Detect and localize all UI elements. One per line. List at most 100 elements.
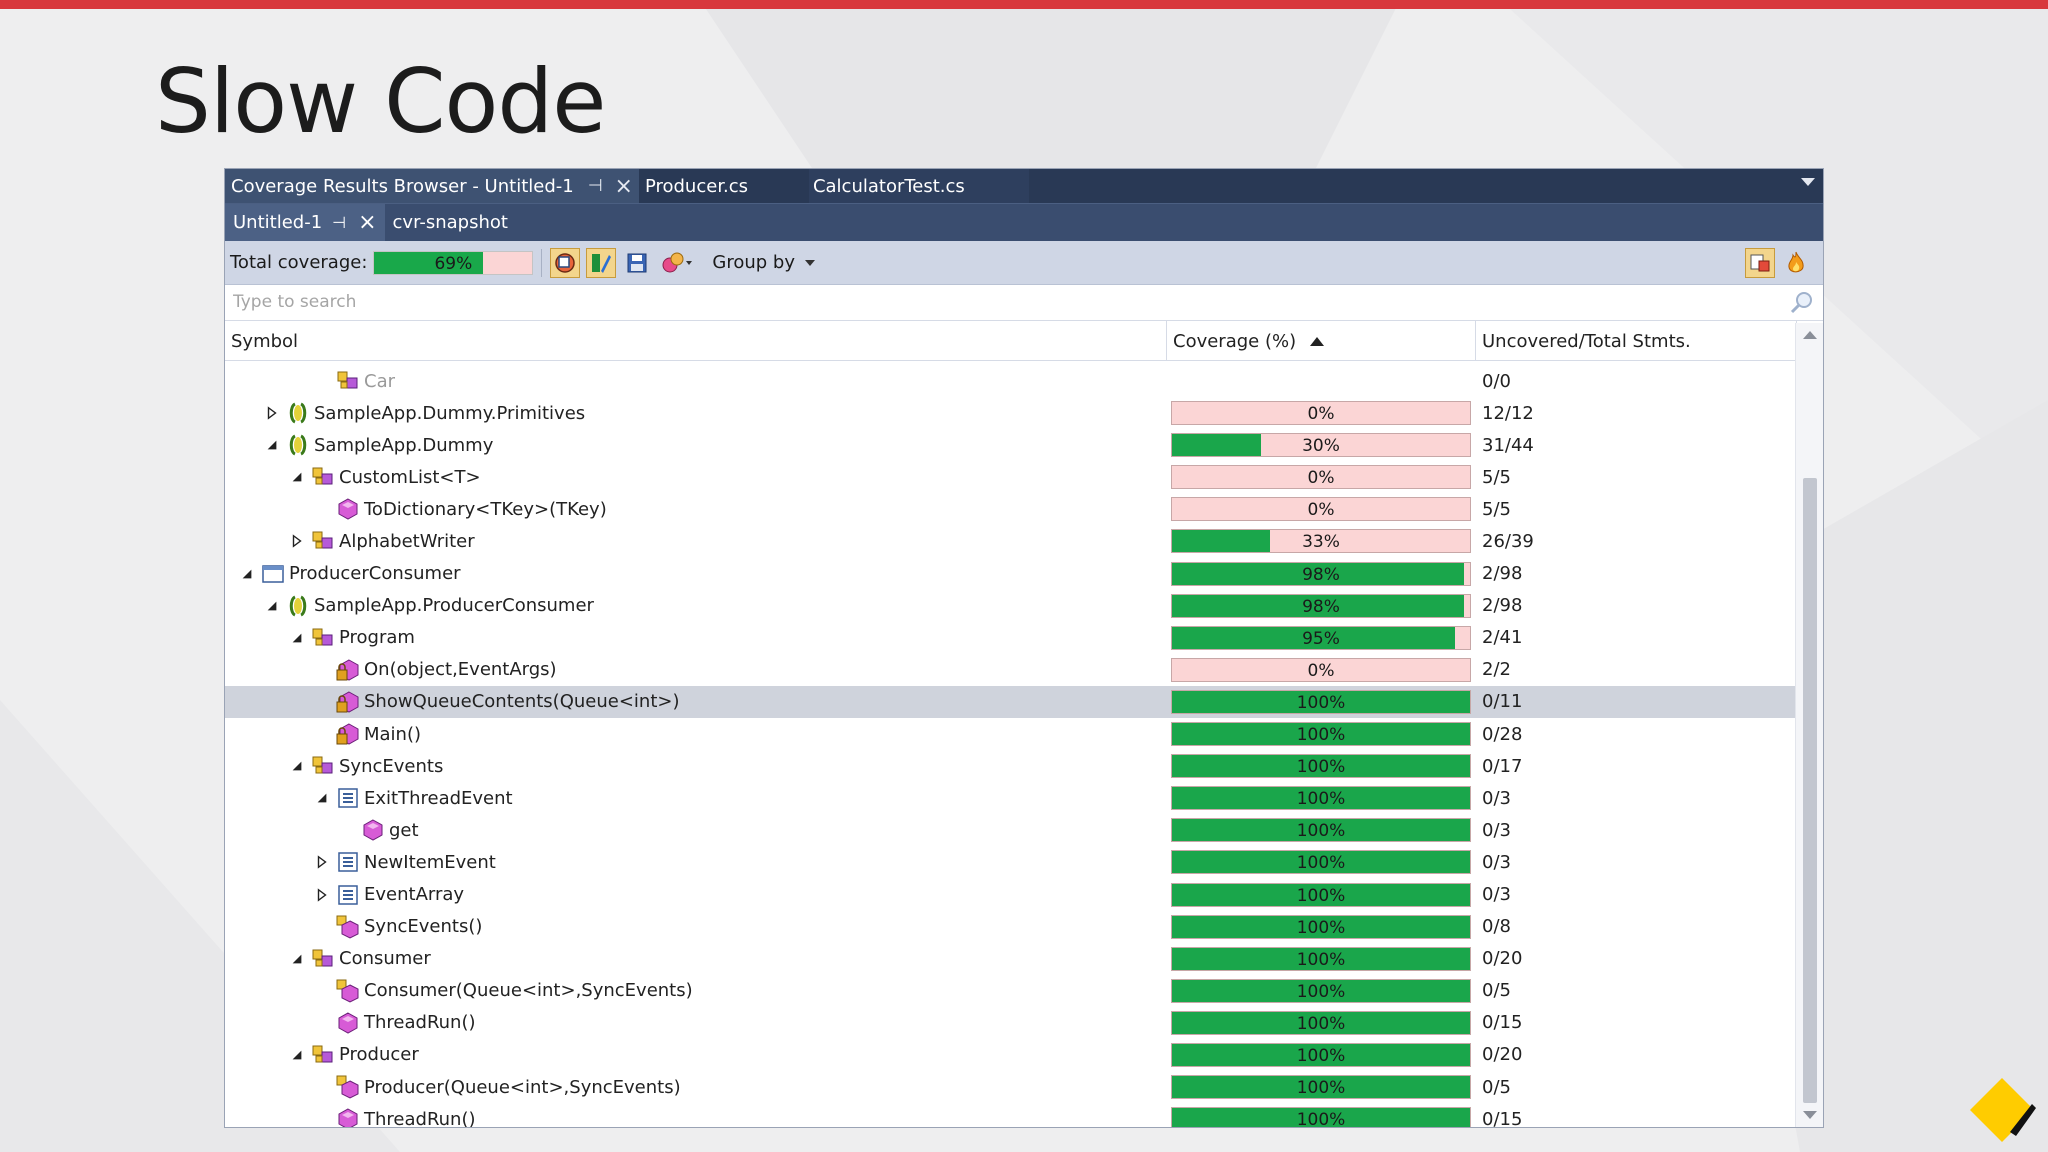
accent-bar <box>0 0 2048 9</box>
expand-arrow-icon[interactable] <box>314 854 330 870</box>
coverage-fill <box>1172 883 1470 906</box>
tab-cvr-snapshot[interactable]: cvr-snapshot <box>385 204 516 241</box>
column-header-symbol[interactable]: Symbol <box>225 321 1167 361</box>
collapse-arrow-icon[interactable] <box>289 951 305 967</box>
tree-row[interactable]: get 100% 0/3 <box>225 814 1797 846</box>
tree-row[interactable]: Consumer 100% 0/20 <box>225 943 1797 975</box>
coverage-fill <box>1172 1011 1470 1034</box>
scroll-down-icon[interactable] <box>1803 1111 1817 1119</box>
collapse-arrow-icon[interactable] <box>264 598 280 614</box>
show-covering-tests-button[interactable] <box>1745 247 1775 278</box>
tab-calculatortest-cs[interactable]: CalculatorTest.cs <box>808 169 1029 203</box>
tree-row[interactable]: EventArray 100% 0/3 <box>225 879 1797 911</box>
collapse-arrow-icon[interactable] <box>289 758 305 774</box>
tree-row[interactable]: SampleApp.Dummy 30% 31/44 <box>225 429 1797 461</box>
collapse-arrow-icon[interactable] <box>289 469 305 485</box>
tree-row[interactable]: Main() 100% 0/28 <box>225 718 1797 750</box>
coverage-pct: 100% <box>1296 981 1346 1002</box>
method-icon <box>336 1107 360 1127</box>
save-button[interactable] <box>622 248 652 278</box>
symbol-name: get <box>389 819 419 841</box>
coverage-bar: 98% <box>1171 561 1471 586</box>
coverage-bar: 100% <box>1171 1010 1471 1035</box>
coverage-pct: 98% <box>1302 564 1340 585</box>
coverage-pct: 100% <box>1296 1110 1346 1128</box>
coverage-bar: 100% <box>1171 754 1471 779</box>
pin-icon[interactable]: ⊣ <box>587 176 603 196</box>
collapse-arrow-icon[interactable] <box>239 566 255 582</box>
merge-snapshots-button[interactable] <box>658 248 698 278</box>
collapse-arrow-icon[interactable] <box>314 790 330 806</box>
tree-row[interactable]: ThreadRun() 100% 0/15 <box>225 1103 1797 1128</box>
coverage-bar: 100% <box>1171 1075 1471 1100</box>
close-icon[interactable]: × <box>614 173 633 199</box>
expand-arrow-icon[interactable] <box>314 887 330 903</box>
collapse-arrow-icon[interactable] <box>289 630 305 646</box>
scroll-thumb[interactable] <box>1803 478 1817 1103</box>
assembly-icon <box>261 562 285 586</box>
coverage-fill <box>1172 851 1470 874</box>
tree-row[interactable]: Consumer(Queue<int>,SyncEvents) 100% 0/5 <box>225 975 1797 1007</box>
group-by-dropdown[interactable]: Group by <box>712 252 815 273</box>
coverage-pct: 0% <box>1307 500 1335 521</box>
tree-row[interactable]: SyncEvents 100% 0/17 <box>225 750 1797 782</box>
class-icon <box>311 465 335 489</box>
tab-producer-cs[interactable]: Producer.cs <box>639 169 809 203</box>
statements-cell: 31/44 <box>1482 434 1534 456</box>
expand-arrow-icon[interactable] <box>264 405 280 421</box>
tree-row[interactable]: SyncEvents() 100% 0/8 <box>225 911 1797 943</box>
pin-icon[interactable]: ⊣ <box>332 213 347 232</box>
coverage-bar: 100% <box>1171 818 1471 843</box>
vertical-scrollbar[interactable] <box>1795 323 1823 1127</box>
expand-arrow-icon[interactable] <box>289 533 305 549</box>
coverage-window: Coverage Results Browser - Untitled-1 ⊣ … <box>224 168 1824 1128</box>
tab-coverage-results[interactable]: Coverage Results Browser - Untitled-1 ⊣ … <box>225 169 639 203</box>
tree-row[interactable]: ProducerConsumer 98% 2/98 <box>225 558 1797 590</box>
tree-row[interactable]: NewItemEvent 100% 0/3 <box>225 846 1797 878</box>
tree-row[interactable]: Car 0/0 <box>225 365 1797 397</box>
tree-row[interactable]: AlphabetWriter 33% 26/39 <box>225 525 1797 557</box>
tab-label: Producer.cs <box>644 175 749 197</box>
method-icon <box>336 1011 360 1035</box>
symbol-name: ToDictionary<TKey>(TKey) <box>364 498 607 520</box>
coverage-tree-icon <box>555 252 576 273</box>
session-tab-strip: Untitled-1 ⊣ × cvr-snapshot <box>225 203 1823 241</box>
coverage-fill <box>1172 1043 1470 1066</box>
chevron-down-icon <box>805 259 815 266</box>
coverage-bar: 98% <box>1171 593 1471 618</box>
tree-row[interactable]: Producer 100% 0/20 <box>225 1039 1797 1071</box>
coverage-fill <box>1172 434 1262 457</box>
hotspots-button[interactable] <box>1781 248 1811 278</box>
symbol-cell: NewItemEvent <box>314 846 496 878</box>
tree-row[interactable]: SampleApp.Dummy.Primitives 0% 12/12 <box>225 397 1797 429</box>
tree-row[interactable]: ThreadRun() 100% 0/15 <box>225 1007 1797 1039</box>
expander-spacer <box>314 919 330 935</box>
coverage-bar: 33% <box>1171 529 1471 554</box>
tree-row[interactable]: ExitThreadEvent 100% 0/3 <box>225 782 1797 814</box>
highlight-icon <box>592 253 612 273</box>
coverage-bar: 100% <box>1171 882 1471 907</box>
highlight-code-button[interactable] <box>586 247 617 278</box>
column-header-coverage[interactable]: Coverage (%) <box>1167 321 1476 361</box>
show-coverage-icon-button[interactable] <box>550 247 581 278</box>
tree-row[interactable]: CustomList<T> 0% 5/5 <box>225 461 1797 493</box>
symbol-cell: CustomList<T> <box>289 461 481 493</box>
search-input[interactable] <box>225 285 1785 319</box>
close-icon[interactable]: × <box>358 210 377 235</box>
search-icon[interactable] <box>1789 290 1815 316</box>
collapse-arrow-icon[interactable] <box>289 1047 305 1063</box>
tree-row[interactable]: ToDictionary<TKey>(TKey) 0% 5/5 <box>225 493 1797 525</box>
scroll-up-icon[interactable] <box>1803 331 1817 339</box>
symbol-cell: get <box>339 814 419 846</box>
tree-row[interactable]: Program 95% 2/41 <box>225 622 1797 654</box>
symbol-cell: ToDictionary<TKey>(TKey) <box>314 493 607 525</box>
chevron-down-icon[interactable] <box>1801 178 1815 186</box>
tab-untitled-1[interactable]: Untitled-1 ⊣ × <box>225 204 385 241</box>
collapse-arrow-icon[interactable] <box>264 437 280 453</box>
tree-row[interactable]: ShowQueueContents(Queue<int>) 100% 0/11 <box>225 685 1797 719</box>
column-header-stmts[interactable]: Uncovered/Total Stmts. <box>1476 321 1797 361</box>
tree-row[interactable]: On(object,EventArgs) 0% 2/2 <box>225 654 1797 686</box>
tree-row[interactable]: SampleApp.ProducerConsumer 98% 2/98 <box>225 590 1797 622</box>
symbol-name: SampleApp.Dummy.Primitives <box>314 402 586 424</box>
tree-row[interactable]: Producer(Queue<int>,SyncEvents) 100% 0/5 <box>225 1071 1797 1103</box>
